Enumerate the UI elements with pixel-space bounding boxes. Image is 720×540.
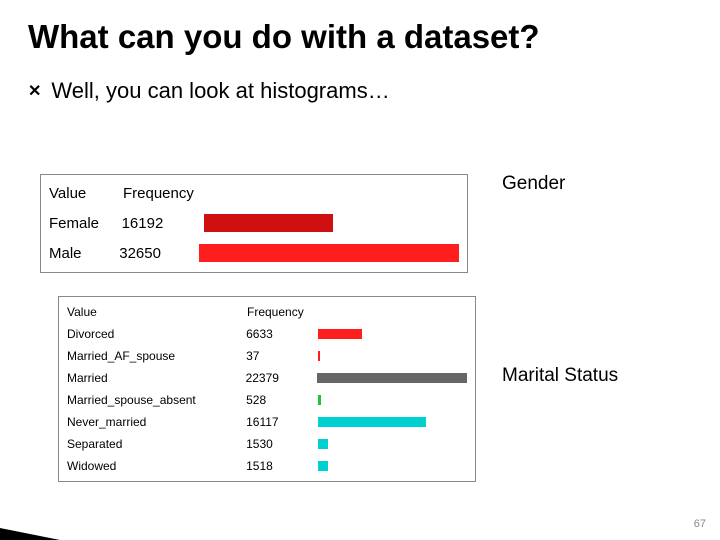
- cell-frequency: 528: [246, 393, 318, 407]
- cell-frequency: 37: [246, 349, 318, 363]
- cell-value: Male: [49, 245, 119, 262]
- col-header-frequency: Frequency: [123, 185, 207, 202]
- table-header-row: ValueFrequency: [41, 179, 467, 208]
- bullet-text: Well, you can look at histograms…: [51, 78, 389, 104]
- col-header-frequency: Frequency: [247, 305, 319, 319]
- cell-frequency: 1530: [246, 437, 318, 451]
- histogram-bar: [318, 439, 328, 449]
- bullet-item: ✕ Well, you can look at histograms…: [28, 78, 692, 104]
- cell-bar: [318, 461, 467, 471]
- cell-value: Widowed: [67, 459, 246, 473]
- cell-bar: [318, 417, 467, 427]
- cell-frequency: 32650: [119, 245, 199, 262]
- cell-value: Never_married: [67, 415, 246, 429]
- cell-bar: [199, 244, 459, 262]
- marital-table: ValueFrequencyDivorced6633Married_AF_spo…: [58, 296, 476, 482]
- col-header-value: Value: [49, 185, 123, 202]
- histogram-bar: [318, 351, 320, 361]
- slide-title: What can you do with a dataset?: [28, 18, 692, 56]
- table-row: Male32650: [41, 238, 467, 268]
- table-header-row: ValueFrequency: [59, 301, 475, 323]
- table-row: Married_spouse_absent528: [59, 389, 475, 411]
- histogram-bar: [199, 244, 459, 262]
- cell-bar: [318, 395, 467, 405]
- cell-value: Married_spouse_absent: [67, 393, 246, 407]
- cell-value: Separated: [67, 437, 246, 451]
- col-header-value: Value: [67, 305, 247, 319]
- cell-bar: [318, 351, 467, 361]
- cell-value: Female: [49, 215, 122, 232]
- bullet-symbol: ✕: [28, 81, 41, 101]
- cell-bar: [204, 214, 459, 232]
- gender-table: ValueFrequencyFemale16192Male32650: [40, 174, 468, 273]
- slide: What can you do with a dataset? ✕ Well, …: [0, 0, 720, 540]
- cell-value: Married: [67, 371, 246, 385]
- histogram-bar: [318, 395, 322, 405]
- histogram-bar: [318, 329, 362, 339]
- cell-frequency: 1518: [246, 459, 318, 473]
- gender-label: Gender: [502, 173, 652, 195]
- histogram-bar: [318, 461, 328, 471]
- cell-frequency: 22379: [246, 371, 317, 385]
- cell-bar: [317, 373, 467, 383]
- histogram-bar: [317, 373, 467, 383]
- histogram-bar: [318, 417, 426, 427]
- table-row: Divorced6633: [59, 323, 475, 345]
- cell-frequency: 6633: [246, 327, 318, 341]
- marital-status-label: Marital Status: [502, 365, 652, 387]
- table-row: Widowed1518: [59, 455, 475, 477]
- cell-bar: [318, 439, 467, 449]
- cell-value: Married_AF_spouse: [67, 349, 246, 363]
- histogram-bar: [204, 214, 333, 232]
- table-row: Married_AF_spouse37: [59, 345, 475, 367]
- corner-accent: [0, 528, 60, 540]
- cell-bar: [318, 329, 467, 339]
- table-row: Married22379: [59, 367, 475, 389]
- cell-frequency: 16117: [246, 415, 318, 429]
- table-row: Female16192: [41, 208, 467, 238]
- page-number: 67: [694, 518, 706, 530]
- table-row: Separated1530: [59, 433, 475, 455]
- table-row: Never_married16117: [59, 411, 475, 433]
- cell-frequency: 16192: [122, 215, 204, 232]
- cell-value: Divorced: [67, 327, 246, 341]
